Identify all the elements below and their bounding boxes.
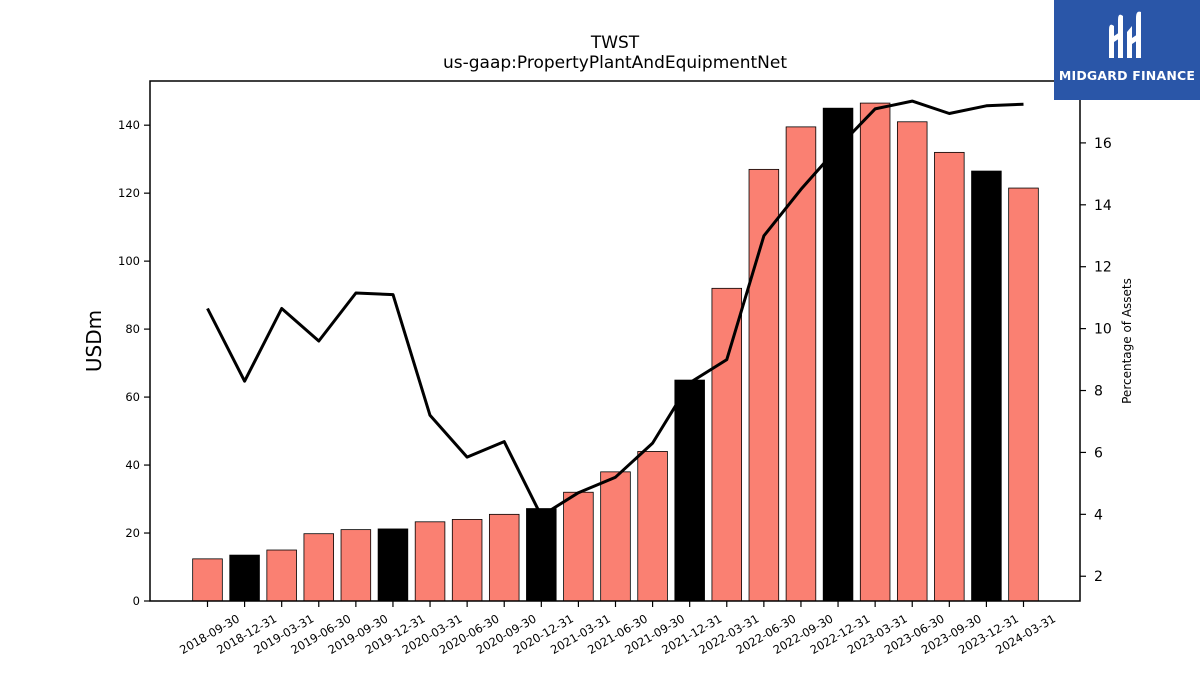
y-tick-label: 0: [133, 594, 140, 608]
y2-tick-label: 14: [1094, 198, 1112, 214]
line-group: [206, 99, 1024, 518]
bar: [859, 102, 891, 602]
series-line: [206, 99, 1024, 518]
y2-tick-label: 12: [1094, 260, 1112, 276]
bar: [266, 549, 297, 602]
bar: [1008, 187, 1039, 602]
bar: [414, 521, 446, 602]
midgard-logo-icon: [1109, 11, 1141, 59]
bar: [600, 471, 631, 602]
bar-group: [192, 102, 1039, 602]
y2-tick-label: 2: [1094, 569, 1103, 585]
y2-tick-label: 8: [1094, 384, 1103, 400]
y-tick-label: 140: [118, 118, 140, 132]
bar: [637, 451, 668, 602]
bar: [303, 533, 335, 602]
bar: [229, 554, 260, 602]
bar: [934, 151, 965, 602]
chart-title: TWST: [590, 33, 640, 53]
bar: [822, 107, 854, 602]
logo-text: MIDGARD FINANCE: [1058, 68, 1196, 83]
y-tick-label: 120: [118, 186, 140, 200]
y2-axis-label: Percentage of Assets: [1120, 278, 1134, 404]
bar: [711, 287, 743, 602]
y2-tick-label: 10: [1094, 322, 1112, 338]
bar: [748, 168, 780, 602]
bar: [896, 121, 928, 602]
bar: [192, 558, 223, 602]
bar: [674, 379, 705, 602]
y-tick-label: 80: [125, 322, 140, 336]
bar: [971, 170, 1002, 602]
bar: [526, 508, 557, 602]
bar: [451, 519, 483, 602]
left-axis: 0 20 40 60 80 100 120 140: [118, 118, 150, 608]
bar: [488, 513, 520, 602]
bar: [785, 126, 817, 602]
y-tick-label: 40: [125, 458, 140, 472]
right-axis: 2 4 6 8 10 12 14 16: [1080, 136, 1112, 585]
y-axis-label: USDm: [82, 310, 106, 372]
bar: [340, 529, 372, 602]
bar: [563, 491, 594, 602]
chart-subtitle: us-gaap:PropertyPlantAndEquipmentNet: [443, 53, 787, 73]
y2-tick-label: 16: [1094, 136, 1112, 152]
x-axis: 2018-09-302018-12-312019-03-312019-06-30…: [177, 601, 1058, 657]
y-tick-label: 20: [125, 526, 140, 540]
y2-tick-label: 6: [1094, 445, 1103, 461]
y-tick-label: 60: [125, 390, 140, 404]
y2-tick-label: 4: [1094, 507, 1103, 523]
logo: MIDGARD FINANCE: [1054, 0, 1200, 100]
y-tick-label: 100: [118, 254, 140, 268]
bar: [377, 528, 409, 602]
